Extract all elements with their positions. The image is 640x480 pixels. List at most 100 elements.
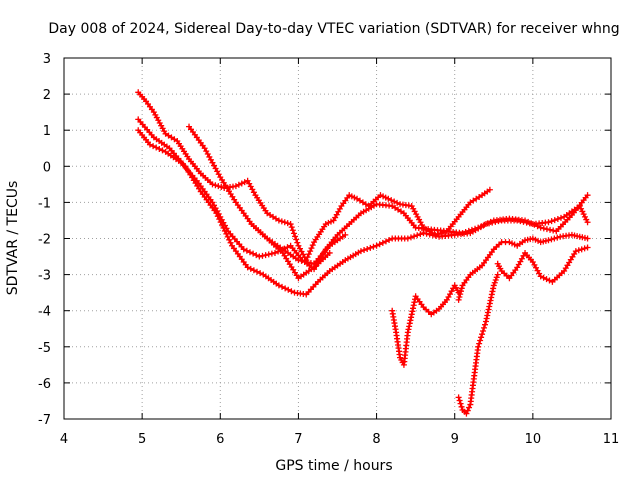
data-point-marker bbox=[483, 315, 490, 322]
data-point-marker bbox=[488, 294, 495, 301]
data-point-marker bbox=[289, 227, 296, 234]
data-point-marker bbox=[209, 181, 216, 188]
data-point-marker bbox=[554, 216, 561, 223]
data-point-marker bbox=[576, 203, 583, 210]
data-point-marker bbox=[494, 271, 501, 278]
data-point-marker bbox=[548, 236, 555, 243]
data-point-marker bbox=[429, 232, 436, 239]
data-point-marker bbox=[523, 219, 530, 226]
data-point-marker bbox=[482, 221, 489, 228]
data-point-marker bbox=[253, 252, 260, 259]
data-point-marker bbox=[481, 324, 488, 331]
x-tick-label: 9 bbox=[451, 432, 459, 447]
data-point-marker bbox=[554, 234, 561, 241]
data-point-marker bbox=[146, 141, 153, 148]
data-point-marker bbox=[491, 279, 498, 286]
data-point-marker bbox=[492, 218, 499, 225]
data-point-marker bbox=[382, 238, 389, 245]
data-point-marker bbox=[540, 225, 547, 232]
data-point-marker bbox=[484, 309, 491, 316]
data-point-marker bbox=[376, 241, 383, 248]
data-point-marker bbox=[489, 219, 496, 226]
data-point-marker bbox=[218, 184, 225, 191]
data-point-marker bbox=[432, 232, 439, 239]
data-point-marker bbox=[304, 254, 311, 261]
data-point-marker bbox=[373, 242, 380, 249]
data-point-marker bbox=[478, 334, 485, 341]
series-layer bbox=[135, 89, 591, 417]
data-point-marker bbox=[278, 218, 285, 225]
data-point-marker bbox=[271, 249, 278, 256]
data-point-marker bbox=[288, 288, 295, 295]
data-point-marker bbox=[262, 252, 269, 259]
series-track-3 bbox=[135, 116, 591, 298]
data-point-marker bbox=[487, 297, 494, 304]
data-point-marker bbox=[287, 221, 294, 228]
data-point-marker bbox=[243, 247, 250, 254]
data-point-marker bbox=[307, 260, 314, 267]
data-point-marker bbox=[404, 329, 411, 336]
data-point-marker bbox=[526, 220, 533, 227]
data-point-marker bbox=[466, 404, 473, 411]
data-point-marker bbox=[579, 208, 586, 215]
series-track-8 bbox=[455, 231, 591, 303]
data-point-marker bbox=[247, 265, 254, 272]
data-point-marker bbox=[417, 231, 424, 238]
data-point-marker bbox=[484, 312, 491, 319]
data-point-marker bbox=[488, 291, 495, 298]
data-point-marker bbox=[480, 328, 487, 335]
data-point-marker bbox=[543, 226, 550, 233]
data-point-marker bbox=[268, 250, 275, 257]
data-point-marker bbox=[486, 186, 493, 193]
data-point-marker bbox=[545, 237, 552, 244]
data-point-marker bbox=[455, 296, 462, 303]
data-point-marker bbox=[279, 283, 286, 290]
data-point-marker bbox=[545, 219, 552, 226]
data-point-marker bbox=[517, 218, 524, 225]
data-point-marker bbox=[456, 293, 463, 300]
y-axis: 3 2 1 0 -1 -2 -3 -4 -5 -6 -7 bbox=[38, 52, 611, 428]
series-track-5 bbox=[248, 221, 333, 282]
data-point-marker bbox=[292, 233, 299, 240]
data-point-marker bbox=[411, 233, 418, 240]
data-point-marker bbox=[581, 213, 588, 220]
data-point-marker bbox=[580, 211, 587, 218]
data-point-marker bbox=[578, 246, 585, 253]
data-point-marker bbox=[490, 285, 497, 292]
data-point-marker bbox=[254, 268, 261, 275]
data-point-marker bbox=[495, 218, 502, 225]
y-tick-label: 1 bbox=[43, 124, 51, 139]
y-tick-label: -1 bbox=[38, 196, 51, 211]
data-point-marker bbox=[548, 218, 555, 225]
x-tick-label: 6 bbox=[216, 432, 224, 447]
y-tick-label: -7 bbox=[38, 413, 51, 428]
data-point-marker bbox=[408, 311, 415, 318]
data-point-marker bbox=[212, 182, 219, 189]
data-point-marker bbox=[294, 239, 301, 246]
data-point-marker bbox=[379, 239, 386, 246]
x-tick-label: 5 bbox=[138, 432, 146, 447]
data-point-marker bbox=[250, 250, 257, 257]
data-point-marker bbox=[409, 308, 416, 315]
data-point-marker bbox=[490, 282, 497, 289]
data-point-marker bbox=[578, 205, 585, 212]
data-point-marker bbox=[537, 224, 544, 231]
data-point-marker bbox=[479, 331, 486, 338]
data-point-marker bbox=[246, 249, 253, 256]
data-point-marker bbox=[458, 403, 465, 410]
data-point-marker bbox=[288, 224, 295, 231]
data-point-marker bbox=[361, 247, 368, 254]
y-tick-label: -5 bbox=[38, 341, 51, 356]
y-tick-label: -3 bbox=[38, 269, 51, 284]
data-point-marker bbox=[406, 320, 413, 327]
data-point-marker bbox=[482, 318, 489, 325]
data-point-marker bbox=[514, 217, 521, 224]
series-track-4 bbox=[186, 123, 349, 267]
data-point-marker bbox=[295, 257, 302, 264]
y-tick-label: -4 bbox=[38, 305, 51, 320]
y-axis-title: SDTVAR / TECUs bbox=[5, 181, 21, 296]
data-point-marker bbox=[489, 288, 496, 295]
series-track-7 bbox=[455, 271, 501, 417]
data-point-marker bbox=[477, 337, 484, 344]
data-point-marker bbox=[250, 267, 257, 274]
